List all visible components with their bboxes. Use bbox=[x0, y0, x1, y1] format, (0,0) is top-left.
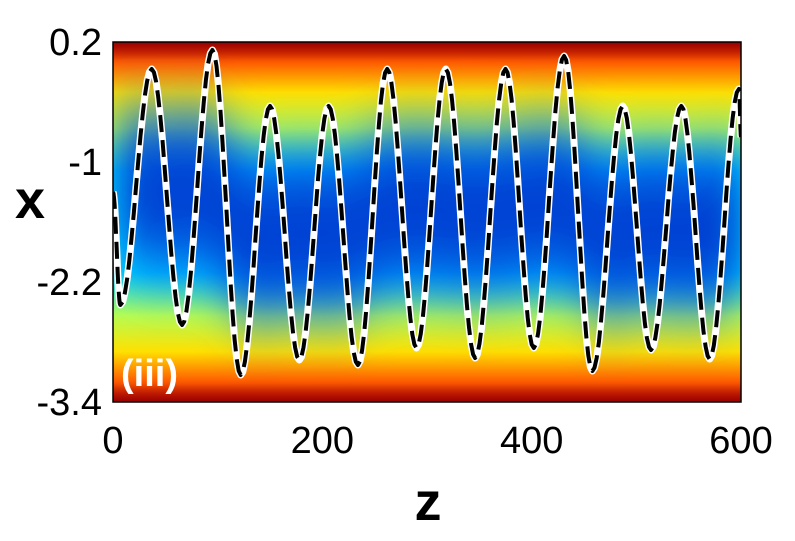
y-tick-label: -2.2 bbox=[37, 262, 102, 304]
x-tick-label: 200 bbox=[291, 420, 354, 462]
x-tick-labels: 0 200 400 600 bbox=[102, 420, 772, 462]
y-tick-label: 0.2 bbox=[49, 22, 102, 64]
x-tick-label: 0 bbox=[102, 420, 123, 462]
y-tick-labels: 0.2 -1 -2.2 -3.4 bbox=[37, 22, 102, 424]
x-axis-label: z bbox=[415, 472, 442, 532]
plot-area bbox=[113, 42, 741, 402]
x-tick-label: 600 bbox=[709, 420, 772, 462]
trajectory-dashed-black bbox=[113, 48, 741, 377]
y-axis-label: x bbox=[15, 170, 45, 230]
x-tick-label: 400 bbox=[500, 420, 563, 462]
y-tick-label: -3.4 bbox=[37, 382, 102, 424]
y-tick-label: -1 bbox=[68, 142, 102, 184]
plot-frame bbox=[112, 41, 742, 403]
panel-label: (iii) bbox=[121, 353, 178, 395]
